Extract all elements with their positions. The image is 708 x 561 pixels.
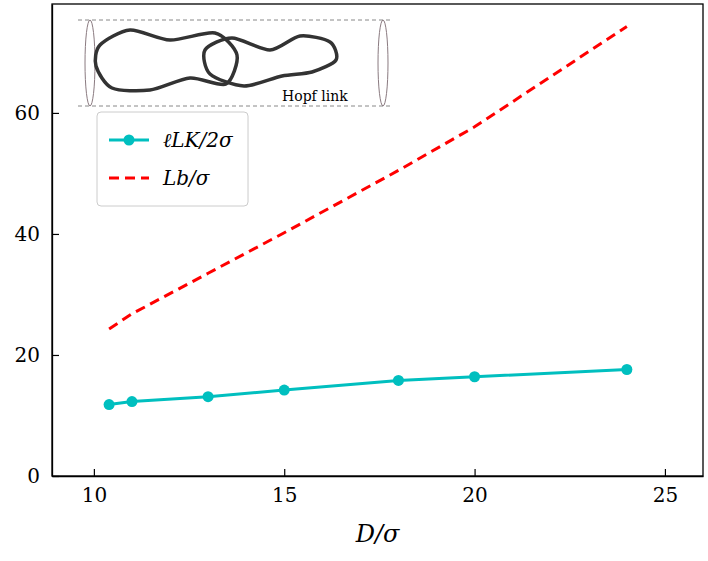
y-tick: 0 (27, 464, 59, 488)
series-point (393, 375, 404, 386)
y-tick-mark (52, 113, 59, 114)
legend-marker (124, 135, 135, 146)
series-point (203, 391, 214, 402)
y-tick-mark (52, 234, 59, 235)
x-tick-mark (474, 469, 475, 476)
y-tick-label: 20 (15, 343, 40, 367)
y-tick-mark (52, 476, 59, 477)
cylinder-end (85, 20, 95, 106)
series-point (126, 396, 137, 407)
legend-swatch (109, 177, 149, 180)
x-tick: 15 (272, 469, 297, 507)
cylinder-edge (78, 106, 390, 107)
y-tick: 20 (15, 343, 59, 367)
y-tick-mark (52, 355, 59, 356)
y-tick: 40 (15, 222, 59, 246)
y-axis-line (52, 5, 53, 477)
y-tick-label: 40 (15, 222, 40, 246)
cylinder-end (378, 20, 388, 106)
legend-label: Lb/σ (162, 166, 211, 190)
legend-box (97, 112, 248, 206)
x-tick-label: 15 (272, 483, 297, 507)
series-line (109, 369, 627, 404)
legend: ℓLK/2σ Lb/σ (97, 112, 248, 206)
series-point (104, 399, 115, 410)
x-tick-label: 10 (82, 483, 107, 507)
y-tick-label: 60 (15, 101, 40, 125)
link-loop (95, 30, 237, 91)
x-tick-mark (284, 469, 285, 476)
series-point (469, 371, 480, 382)
y-axis: 0 20 40 60 (15, 5, 59, 488)
chart: 10 15 20 25 0 20 40 60 D/σ Hopf link ℓLK/2σ Lb/σ (0, 0, 708, 561)
x-tick: 20 (462, 469, 487, 507)
y-tick-label: 0 (27, 464, 40, 488)
y-tick: 60 (15, 101, 59, 125)
series-line (109, 26, 627, 329)
plot-area (104, 26, 633, 410)
link-loop (204, 36, 337, 86)
x-tick: 25 (653, 469, 678, 507)
inset: Hopf link (78, 20, 390, 106)
inset-label: Hopf link (282, 88, 348, 104)
series-point (279, 385, 290, 396)
x-tick-mark (94, 469, 95, 476)
x-tick-mark (665, 469, 666, 476)
series-point (621, 364, 632, 375)
x-axis-line (53, 476, 704, 477)
legend-label: ℓLK/2σ (163, 128, 234, 152)
cylinder-edge (78, 20, 390, 21)
x-tick-label: 20 (462, 483, 487, 507)
plot-frame (52, 4, 703, 476)
x-axis: 10 15 20 25 (53, 469, 704, 507)
x-tick-label: 25 (653, 483, 678, 507)
x-tick: 10 (82, 469, 107, 507)
x-axis-title: D/σ (355, 520, 400, 548)
